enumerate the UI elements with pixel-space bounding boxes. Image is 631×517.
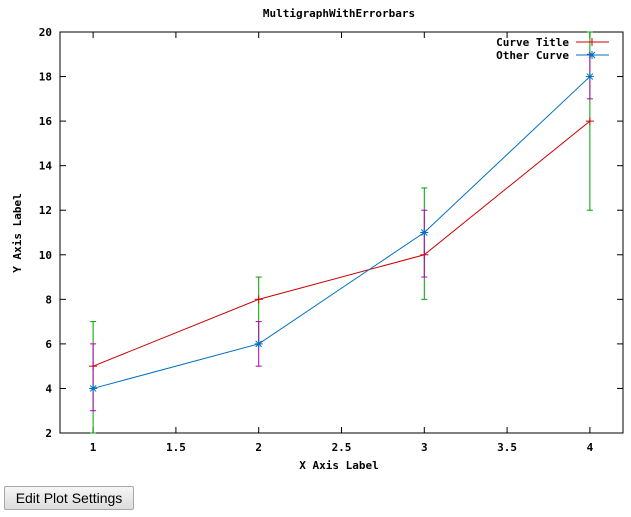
x-tick-label: 2 — [255, 441, 262, 454]
series-layer — [89, 31, 594, 434]
series-2 — [89, 53, 594, 412]
x-tick-label: 1 — [90, 441, 97, 454]
y-tick-label: 6 — [45, 338, 52, 351]
data-point — [420, 229, 428, 236]
data-point — [89, 385, 97, 392]
y-tick-label: 12 — [39, 204, 52, 217]
y-tick-label: 2 — [45, 427, 52, 440]
data-point — [255, 340, 263, 348]
chart: MultigraphWithErrorbars 1 1.5 2 2.5 3 3.5 4 2 4 6… — [11, 7, 624, 472]
y-axis-label: Y Axis Label — [11, 193, 24, 272]
x-tick-label: 3.5 — [497, 441, 517, 454]
legend-label: Other Curve — [496, 49, 569, 62]
y-tick-label: 10 — [39, 249, 52, 262]
x-tick-label: 2.5 — [332, 441, 352, 454]
data-point — [586, 73, 594, 80]
y-tick-label: 18 — [39, 71, 52, 84]
data-point — [588, 51, 596, 59]
y-tick-label: 14 — [39, 160, 53, 173]
y-tick-label: 20 — [39, 26, 52, 39]
x-tick-label: 4 — [587, 441, 594, 454]
legend-label: Curve Title — [496, 36, 569, 49]
y-tick-label: 4 — [45, 382, 52, 395]
x-tick-label: 1.5 — [166, 441, 186, 454]
x-axis-label: X Axis Label — [299, 459, 378, 472]
x-tick-label: 3 — [421, 441, 428, 454]
chart-title: MultigraphWithErrorbars — [263, 7, 415, 20]
y-tick-label: 16 — [39, 115, 53, 128]
series-line — [92, 76, 591, 389]
plot-frame — [59, 31, 624, 434]
series-line — [92, 120, 591, 367]
axis-ticks: 1 1.5 2 2.5 3 3.5 4 2 4 6 8 10 12 14 16 18 20 — [39, 26, 623, 454]
series-1 — [89, 31, 594, 434]
y-tick-label: 8 — [45, 293, 52, 306]
edit-plot-settings-button[interactable]: Edit Plot Settings — [4, 486, 134, 510]
